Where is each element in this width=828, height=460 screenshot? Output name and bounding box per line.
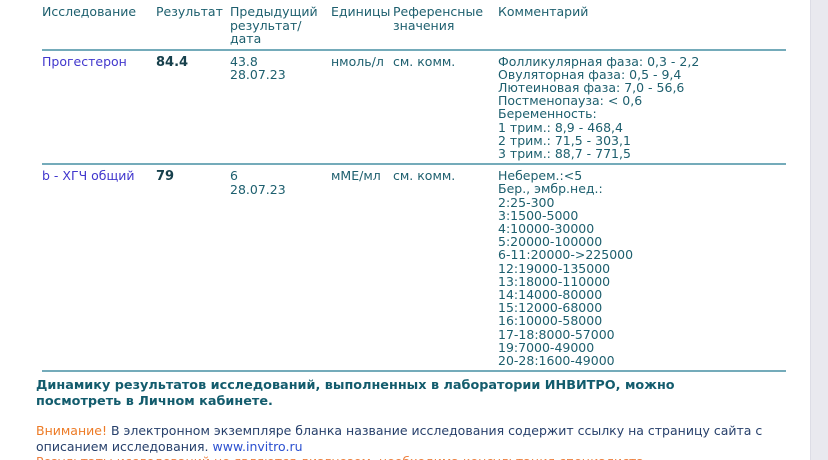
result-value: 84.4 <box>156 54 189 70</box>
units-cell: мМЕ/мл <box>331 168 381 184</box>
previous-result-cell: 6 28.07.23 <box>230 169 331 367</box>
column-header-previous: Предыдущий результат/дата <box>230 4 318 46</box>
comment-line: 13:18000-110000 <box>498 273 611 289</box>
comment-cell: Фолликулярная фаза: 0,3 - 2,2 Овуляторная… <box>498 53 786 161</box>
comment-line: 17-18:8000-57000 <box>498 326 615 342</box>
result-cell: 79 <box>156 169 230 367</box>
comment-line: 6-11:20000->225000 <box>498 247 634 263</box>
previous-result-value: 6 <box>230 168 238 184</box>
comment-line: 19:7000-49000 <box>498 339 595 355</box>
comment-line: Постменопауза: < 0,6 <box>498 93 643 109</box>
study-link-hcg[interactable]: b - ХГЧ общий <box>42 168 135 184</box>
comment-line: 2 трим.: 71,5 - 303,1 <box>498 132 631 148</box>
result-value: 79 <box>156 169 175 185</box>
comment-cell: Неберем.:<5 Бер., эмбр.нед.: 2:25-300 3:150… <box>498 169 786 367</box>
units-cell: нмоль/л <box>331 53 384 69</box>
attention-notice: Внимание! В электронном экземпляре бланк… <box>36 423 798 454</box>
comment-line: Овуляторная фаза: 0,5 - 9,4 <box>498 66 682 82</box>
results-table: Исследование Результат Предыдущий резуль… <box>36 3 786 373</box>
table-row-hcg: b - ХГЧ общий 79 6 28.07.23 мМЕ/мл см. к… <box>42 165 786 373</box>
column-header-reference: Референсные значения <box>393 4 484 33</box>
comment-line: 1 трим.: 8,9 - 468,4 <box>498 119 623 135</box>
comment-line: 12:19000-135000 <box>498 260 611 276</box>
invitro-site-link[interactable]: www.invitro.ru <box>212 438 303 454</box>
previous-result-cell: 43.8 28.07.23 <box>230 53 331 161</box>
column-header-result: Результат <box>156 4 223 19</box>
comment-line: Неберем.:<5 <box>498 168 583 184</box>
comment-line: 14:14000-80000 <box>498 286 603 302</box>
table-header-row: Исследование Результат Предыдущий резуль… <box>42 3 786 51</box>
previous-result-value: 43.8 <box>230 53 258 69</box>
comment-line: Беременность: <box>498 106 597 122</box>
dynamics-notice: Динамику результатов исследований, выпол… <box>36 378 675 410</box>
page-edge-strip <box>810 0 828 460</box>
previous-result-date: 28.07.23 <box>230 181 286 197</box>
comment-line: 4:10000-30000 <box>498 220 595 236</box>
comment-line: 20-28:1600-49000 <box>498 352 615 368</box>
comment-line: 3 трим.: 88,7 - 771,5 <box>498 145 631 161</box>
reference-cell: см. комм. <box>393 53 456 69</box>
reference-cell: см. комм. <box>393 168 456 184</box>
study-cell: b - ХГЧ общий <box>42 169 156 367</box>
comment-line: 16:10000-58000 <box>498 313 603 329</box>
comment-line: 5:20000-100000 <box>498 234 603 250</box>
comment-line: 15:12000-68000 <box>498 300 603 316</box>
attention-label: Внимание! <box>36 423 107 439</box>
column-header-units: Единицы <box>331 4 391 19</box>
comment-line: 3:1500-5000 <box>498 207 579 223</box>
attention-text: В электронном экземпляре бланка название… <box>36 423 763 454</box>
comment-line: Фолликулярная фаза: 0,3 - 2,2 <box>498 53 700 69</box>
column-header-comment: Комментарий <box>498 4 589 19</box>
disclaimer-notice: Результаты исследований не являются диаг… <box>36 454 828 460</box>
table-row-progesterone: Прогестерон 84.4 43.8 28.07.23 нмоль/л с… <box>42 51 786 166</box>
study-cell: Прогестерон <box>42 53 156 161</box>
study-link-progesterone[interactable]: Прогестерон <box>42 53 127 69</box>
previous-result-date: 28.07.23 <box>230 67 286 82</box>
column-header-study: Исследование <box>42 4 137 19</box>
result-cell: 84.4 <box>156 55 230 161</box>
comment-line: Бер., эмбр.нед.: <box>498 181 603 197</box>
comment-line: 2:25-300 <box>498 194 555 210</box>
comment-line: Лютеиновая фаза: 7,0 - 56,6 <box>498 79 685 95</box>
